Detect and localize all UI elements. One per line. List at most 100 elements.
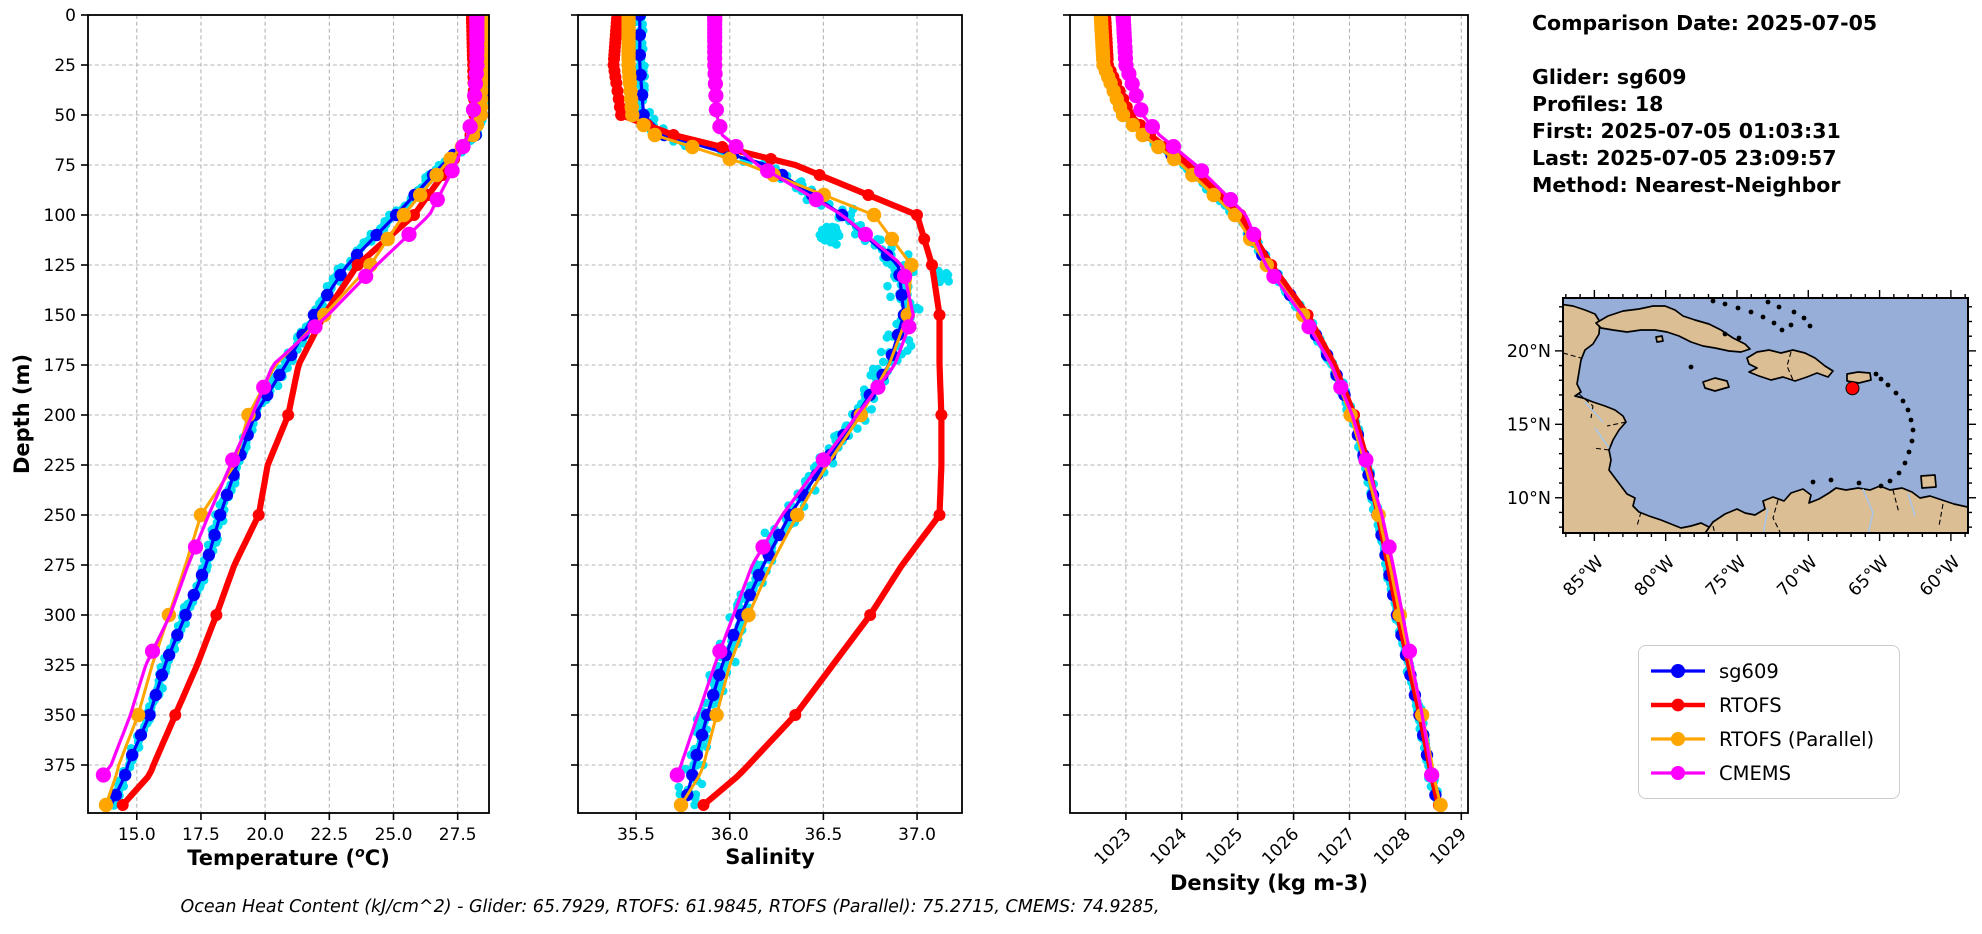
legend-sample-line — [1651, 698, 1705, 712]
location-map: 20°N 15°N 10°N 85°W 80°W 75°W 70°W 65°W 60°W — [1507, 290, 1976, 601]
svg-text:27.5: 27.5 — [439, 825, 477, 845]
last-profile-time: Last: 2025-07-05 23:09:57 — [1532, 146, 1837, 170]
svg-text:65°W: 65°W — [1845, 552, 1893, 600]
svg-text:375: 375 — [44, 756, 76, 776]
temperature-series-cmems — [95, 15, 485, 783]
svg-text:1029: 1029 — [1426, 824, 1471, 869]
depth-axis-label: Depth (m) — [10, 354, 34, 474]
salinity-grid — [578, 15, 962, 813]
svg-text:75: 75 — [54, 156, 76, 176]
svg-text:225: 225 — [44, 456, 76, 476]
legend-item-label: RTOFS (Parallel) — [1719, 727, 1875, 751]
glider-name: Glider: sg609 — [1532, 65, 1687, 89]
salinity-panel: 35.5 36.0 36.5 37.0 — [571, 14, 963, 845]
svg-text:70°W: 70°W — [1774, 552, 1822, 600]
map-islands — [1688, 298, 1916, 489]
svg-text:350: 350 — [44, 706, 76, 726]
salinity-axis-label: Salinity — [725, 845, 815, 869]
map-borders — [1563, 351, 1944, 533]
salinity-series-rtofs-parallel- — [621, 15, 919, 813]
svg-text:325: 325 — [44, 656, 76, 676]
legend-item-rtofs-parallel-: RTOFS (Parallel) — [1649, 722, 1889, 756]
ohc-caption: Ocean Heat Content (kJ/cm^2) - Glider: 6… — [180, 897, 1160, 917]
svg-text:50: 50 — [54, 106, 76, 126]
svg-text:150: 150 — [44, 306, 76, 326]
legend-item-label: CMEMS — [1719, 761, 1791, 785]
density-tick-labels: 1023 1024 1025 1026 1027 1028 1029 — [1091, 824, 1471, 869]
svg-text:17.5: 17.5 — [182, 825, 220, 845]
salinity-tick-labels: 35.5 36.0 36.5 37.0 — [617, 825, 936, 845]
temperature-series-rtofs — [116, 15, 481, 811]
temperature-axis-label: Temperature (oC) — [88, 845, 489, 870]
svg-text:25.0: 25.0 — [375, 825, 413, 845]
svg-text:1027: 1027 — [1314, 824, 1359, 869]
svg-text:15.0: 15.0 — [118, 825, 156, 845]
density-series-cmems — [1115, 15, 1440, 783]
legend: sg609 RTOFS RTOFS (Parallel) CMEMS — [1638, 645, 1900, 799]
svg-text:20.0: 20.0 — [246, 825, 284, 845]
temperature-axis-label-sup: o — [355, 845, 365, 861]
svg-text:250: 250 — [44, 506, 76, 526]
info-gap — [1532, 37, 1877, 64]
salinity-frame — [577, 14, 963, 814]
svg-text:300: 300 — [44, 606, 76, 626]
svg-text:37.0: 37.0 — [898, 825, 936, 845]
comparison-date: Comparison Date: 2025-07-05 — [1532, 11, 1878, 35]
map-rivers — [1584, 401, 1916, 533]
svg-text:22.5: 22.5 — [310, 825, 348, 845]
salinity-glider-scatter — [630, 15, 953, 810]
svg-text:80°W: 80°W — [1631, 552, 1679, 600]
salinity-series-cmems — [669, 15, 917, 783]
temperature-glider-scatter — [107, 15, 489, 810]
svg-text:20°N: 20°N — [1507, 342, 1551, 362]
svg-text:1024: 1024 — [1147, 824, 1192, 869]
temperature-axis-label-prefix: Temperature ( — [187, 846, 356, 870]
legend-sample-line — [1651, 732, 1705, 746]
legend-sample-line — [1651, 766, 1705, 780]
svg-text:36.0: 36.0 — [711, 825, 749, 845]
svg-text:1023: 1023 — [1091, 824, 1136, 869]
svg-text:100: 100 — [44, 206, 76, 226]
svg-text:0: 0 — [65, 6, 76, 26]
legend-item-rtofs: RTOFS — [1649, 688, 1889, 722]
svg-text:10°N: 10°N — [1507, 489, 1551, 509]
temperature-axis-label-suffix: C) — [364, 846, 390, 870]
legend-sample-line — [1651, 664, 1705, 678]
glider-position-marker — [1845, 381, 1860, 396]
svg-text:85°W: 85°W — [1560, 552, 1608, 600]
svg-text:1028: 1028 — [1370, 824, 1415, 869]
salinity-series-rtofs — [607, 15, 948, 811]
temperature-panel: 0 25 50 75 100 125 150 175 200 225 250 275 300 325 350… — [44, 6, 490, 845]
salinity-ticks — [571, 14, 918, 820]
density-panel: 1023 1024 1025 1026 1027 1028 1029 — [1063, 14, 1471, 869]
map-ticks — [1555, 290, 1976, 541]
density-frame — [1069, 14, 1469, 814]
svg-text:75°W: 75°W — [1702, 552, 1750, 600]
method: Method: Nearest-Neighbor — [1532, 173, 1841, 197]
svg-text:35.5: 35.5 — [617, 825, 655, 845]
density-axis-label: Density (kg m-3) — [1169, 871, 1369, 895]
svg-text:175: 175 — [44, 356, 76, 376]
svg-text:1025: 1025 — [1202, 824, 1247, 869]
info-panel: Comparison Date: 2025-07-05 Glider: sg60… — [1532, 10, 1877, 199]
map-land — [1563, 303, 1968, 533]
svg-text:200: 200 — [44, 406, 76, 426]
svg-text:25: 25 — [54, 56, 76, 76]
legend-item-label: sg609 — [1719, 659, 1779, 683]
svg-text:15°N: 15°N — [1507, 415, 1551, 435]
temperature-tick-labels: 0 25 50 75 100 125 150 175 200 225 250 275 300 325 350… — [44, 6, 477, 845]
temperature-ticks — [81, 14, 459, 820]
svg-text:1026: 1026 — [1258, 824, 1303, 869]
svg-text:36.5: 36.5 — [804, 825, 842, 845]
density-ticks — [1063, 14, 1463, 820]
density-grid — [1070, 15, 1468, 813]
svg-text:60°W: 60°W — [1916, 552, 1964, 600]
temperature-frame — [87, 14, 490, 814]
first-profile-time: First: 2025-07-05 01:03:31 — [1532, 119, 1841, 143]
temperature-series-sg609 — [109, 15, 489, 807]
legend-item-label: RTOFS — [1719, 693, 1782, 717]
svg-text:275: 275 — [44, 556, 76, 576]
svg-text:125: 125 — [44, 256, 76, 276]
